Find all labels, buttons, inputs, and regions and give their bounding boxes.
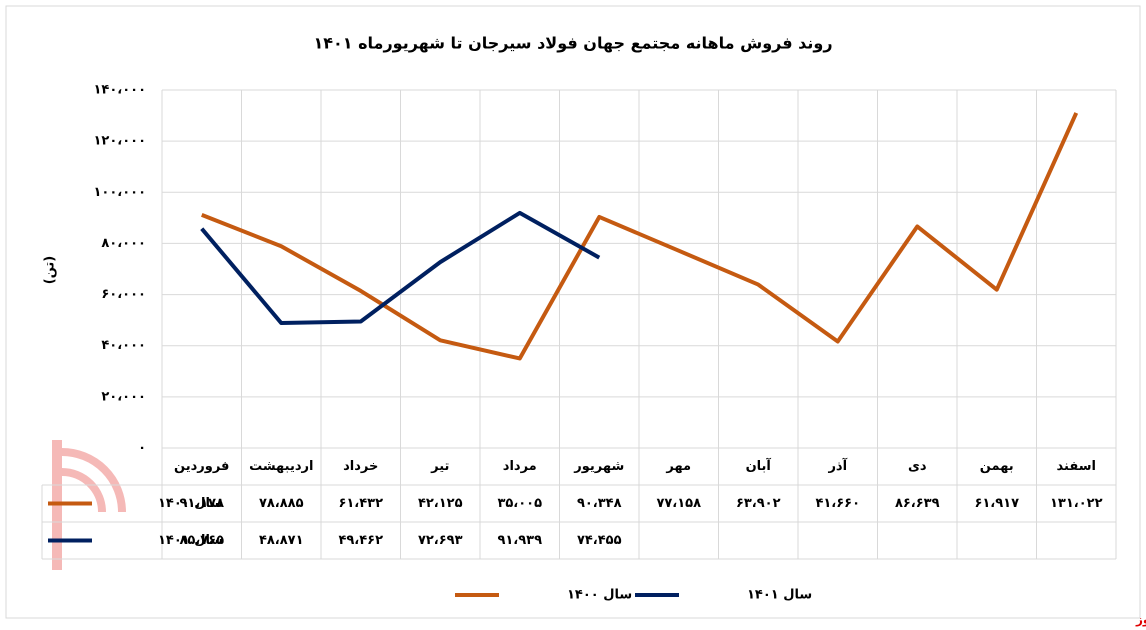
table-series-name: سال ۱۴۰۱ [158, 533, 223, 548]
x-tick-label: شهریور [573, 459, 624, 474]
y-tick-label: ۱۰۰،۰۰۰ [93, 185, 146, 200]
table-value: ۴۸،۸۷۱ [259, 533, 304, 548]
y-tick-label: ۰ [138, 441, 146, 456]
table-value: ۹۱،۹۳۹ [497, 533, 542, 548]
y-axis-label: (تن) [43, 256, 58, 284]
table-value: ۷۲،۶۹۳ [418, 533, 463, 548]
y-tick-label: ۴۰،۰۰۰ [101, 338, 146, 353]
table-value: ۸۵،۷۶۵ [179, 533, 224, 548]
table-value: ۳۵،۰۰۵ [497, 496, 542, 511]
table-value: ۷۸،۸۸۵ [259, 496, 304, 511]
chart-title: روند فروش ماهانه مجتمع جهان فولاد سیرجان… [313, 34, 832, 53]
x-tick-label: دی [908, 459, 927, 474]
x-tick-label: بهمن [980, 459, 1014, 474]
table-value: ۴۱،۶۶۰ [815, 496, 860, 511]
table-series-name: سال ۱۴۰۰ [158, 496, 223, 511]
y-tick-label: ۱۲۰،۰۰۰ [93, 134, 146, 149]
legend-label: سال ۱۴۰۰ [567, 588, 632, 603]
watermark: بورس نیوز [1135, 613, 1146, 628]
x-tick-label: اسفند [1057, 459, 1096, 474]
table-value: ۶۱،۹۱۷ [974, 496, 1019, 511]
chart-frame [5, 5, 1141, 619]
y-tick-label: ۸۰،۰۰۰ [101, 236, 146, 251]
x-tick-label: آذر [827, 457, 847, 474]
legend-label: سال ۱۴۰۱ [747, 588, 812, 603]
table-value: ۱۳۱،۰۲۲ [1050, 496, 1103, 511]
table-value: ۶۱،۴۳۲ [338, 496, 383, 511]
table-value: ۶۳،۹۰۲ [736, 496, 781, 511]
series-line [200, 210, 601, 326]
y-tick-label: ۱۴۰،۰۰۰ [93, 83, 146, 98]
x-tick-label: مرداد [503, 459, 537, 474]
y-tick-label: ۲۰،۰۰۰ [101, 389, 146, 404]
series-line [201, 112, 1079, 361]
y-tick-label: ۶۰،۰۰۰ [101, 287, 146, 302]
x-tick-label: مهر [665, 459, 691, 474]
x-tick-label: فروردین [174, 459, 229, 474]
table-value: ۷۴،۴۵۵ [577, 533, 622, 548]
x-tick-label: اردیبهشت [249, 459, 313, 474]
table-value: ۴۲،۱۲۵ [418, 496, 463, 511]
table-value: ۹۰،۳۴۸ [577, 496, 622, 511]
x-tick-label: تیر [430, 459, 449, 474]
table-value: ۸۶،۶۳۹ [895, 496, 940, 511]
x-tick-label: آبان [746, 457, 772, 474]
table-value: ۹۱،۱۷۸ [179, 496, 224, 511]
table-value: ۴۹،۴۶۲ [338, 533, 383, 548]
x-tick-label: خرداد [343, 459, 378, 474]
table-value: ۷۷،۱۵۸ [656, 496, 701, 511]
